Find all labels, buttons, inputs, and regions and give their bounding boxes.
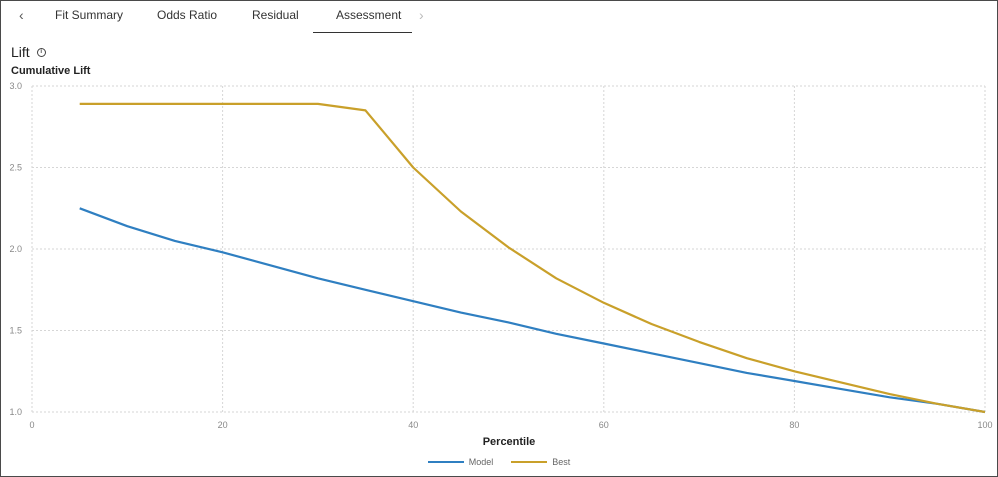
y-tick-label: 2.0	[9, 244, 22, 254]
x-tick-label: 60	[599, 420, 609, 430]
legend-swatch-best	[511, 461, 548, 463]
best-line[interactable]	[79, 102, 986, 414]
chart-grid	[31, 85, 986, 413]
x-tick-label: 40	[408, 420, 418, 430]
legend-label-best: Best	[552, 457, 571, 467]
selected-tab-indicator	[313, 32, 412, 33]
y-tick-label: 1.0	[9, 407, 22, 417]
x-tick-label: 100	[977, 420, 992, 430]
tab-fit-summary[interactable]: Fit Summary	[55, 8, 124, 22]
y-tick-label: 1.5	[9, 326, 22, 336]
y-tick-label: 3.0	[9, 81, 22, 91]
y-axis: 1.0 1.5 2.0 2.5 3.0	[9, 81, 22, 417]
x-tick-label: 0	[29, 420, 34, 430]
tab-residual[interactable]: Residual	[252, 8, 299, 22]
x-tick-label: 20	[218, 420, 228, 430]
tab-scroll-left-icon[interactable]: ‹	[19, 7, 24, 23]
chart-series	[79, 102, 986, 414]
tab-scroll-right-icon[interactable]: ›	[419, 7, 424, 23]
tab-odds-ratio[interactable]: Odds Ratio	[157, 8, 218, 22]
chart-legend: Model Best	[1, 457, 997, 467]
x-axis: 0 20 40 60 80 100	[29, 420, 992, 430]
x-axis-label: Percentile	[483, 436, 536, 448]
x-tick-label: 80	[789, 420, 799, 430]
legend-item-best[interactable]: Best	[511, 457, 570, 467]
legend-swatch-model	[427, 461, 464, 463]
panel-title: Lift	[11, 44, 30, 60]
model-line[interactable]	[79, 207, 986, 414]
panel-header: Lift i	[11, 44, 46, 60]
info-icon[interactable]: i	[36, 47, 46, 57]
chart-title: Cumulative Lift	[11, 65, 91, 77]
legend-item-model[interactable]: Model	[427, 457, 494, 467]
legend-label-model: Model	[468, 457, 494, 467]
tab-assessment[interactable]: Assessment	[336, 8, 402, 22]
tab-bar: ‹ Fit Summary Odds Ratio Residual Assess…	[1, 1, 997, 33]
y-tick-label: 2.5	[9, 163, 22, 173]
